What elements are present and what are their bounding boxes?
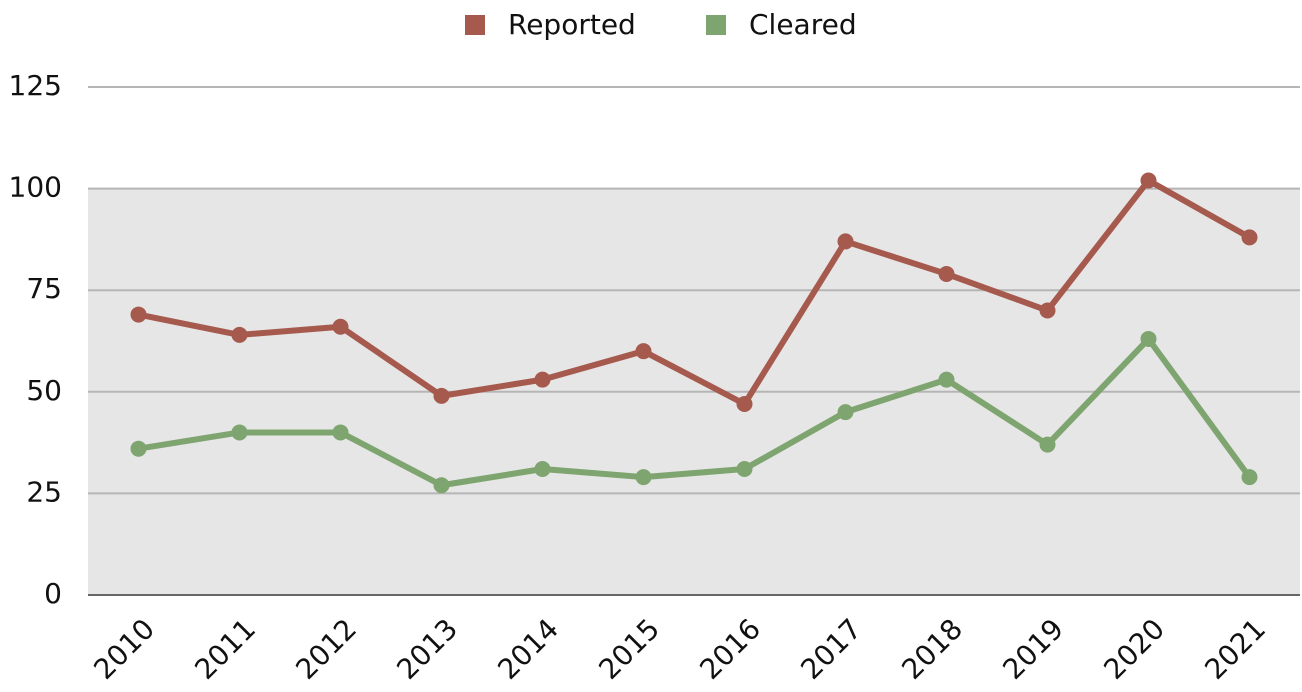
y-tick-label: 100 bbox=[9, 171, 62, 204]
legend-label: Reported bbox=[508, 8, 636, 41]
data-point bbox=[736, 395, 753, 412]
x-tick-label: 2019 bbox=[996, 612, 1070, 686]
x-tick-label: 2010 bbox=[87, 612, 161, 686]
legend-swatch bbox=[465, 15, 485, 35]
series-line bbox=[137, 177, 1251, 407]
data-point bbox=[1140, 330, 1157, 347]
y-tick-label: 0 bbox=[44, 577, 62, 610]
data-point bbox=[837, 404, 854, 421]
x-tick-label: 2016 bbox=[693, 612, 767, 686]
x-tick-label: 2014 bbox=[491, 612, 565, 686]
data-point bbox=[635, 469, 652, 486]
data-point bbox=[736, 461, 753, 478]
data-point bbox=[1241, 229, 1258, 246]
data-point bbox=[1241, 469, 1258, 486]
data-point bbox=[433, 387, 450, 404]
x-tick-label: 2020 bbox=[1097, 612, 1171, 686]
data-point bbox=[534, 371, 551, 388]
data-point bbox=[332, 424, 349, 441]
x-tick-label: 2018 bbox=[895, 612, 969, 686]
y-tick-label: 75 bbox=[26, 272, 62, 305]
data-point bbox=[635, 343, 652, 360]
series-line bbox=[138, 335, 1252, 489]
data-point bbox=[938, 265, 955, 282]
x-tick-label: 2015 bbox=[592, 612, 666, 686]
data-point bbox=[1039, 302, 1056, 319]
data-point bbox=[130, 306, 147, 323]
data-point bbox=[1140, 172, 1157, 189]
x-tick-label: 2011 bbox=[188, 612, 262, 686]
data-point bbox=[433, 477, 450, 494]
data-point bbox=[938, 371, 955, 388]
data-point bbox=[130, 440, 147, 457]
legend-swatch bbox=[706, 15, 726, 35]
data-point bbox=[534, 461, 551, 478]
x-tick-label: 2013 bbox=[390, 612, 464, 686]
x-tick-label: 2012 bbox=[289, 612, 363, 686]
data-point bbox=[332, 318, 349, 335]
data-point bbox=[231, 424, 248, 441]
x-tick-label: 2017 bbox=[794, 612, 868, 686]
y-tick-label: 50 bbox=[26, 374, 62, 407]
legend-label: Cleared bbox=[749, 8, 857, 41]
data-point bbox=[837, 233, 854, 250]
y-tick-label: 125 bbox=[9, 69, 62, 102]
data-point bbox=[1039, 436, 1056, 453]
y-tick-label: 25 bbox=[26, 475, 62, 508]
x-tick-label: 2021 bbox=[1198, 612, 1272, 686]
data-point bbox=[231, 326, 248, 343]
